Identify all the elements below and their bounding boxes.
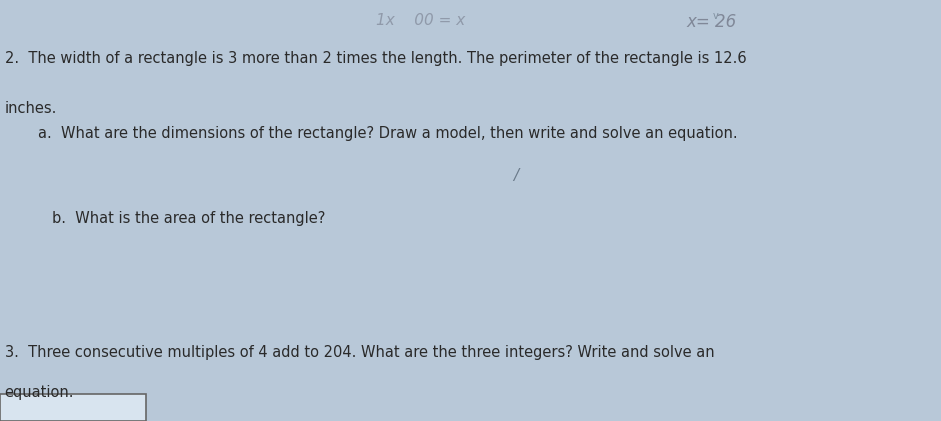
Text: x= 26: x= 26: [687, 13, 737, 31]
Text: v: v: [712, 11, 718, 21]
Text: /: /: [513, 168, 518, 184]
Text: 1x    00 = x: 1x 00 = x: [376, 13, 466, 28]
Text: a.  What are the dimensions of the rectangle? Draw a model, then write and solve: a. What are the dimensions of the rectan…: [38, 126, 737, 141]
Text: b.  What is the area of the rectangle?: b. What is the area of the rectangle?: [52, 210, 326, 226]
Text: inches.: inches.: [5, 101, 57, 116]
Text: equation.: equation.: [5, 385, 74, 400]
Text: 2.  The width of a rectangle is 3 more than 2 times the length. The perimeter of: 2. The width of a rectangle is 3 more th…: [5, 51, 746, 66]
Text: 3.  Three consecutive multiples of 4 add to 204. What are the three integers? Wr: 3. Three consecutive multiples of 4 add …: [5, 345, 714, 360]
Bar: [0, 394, 146, 421]
